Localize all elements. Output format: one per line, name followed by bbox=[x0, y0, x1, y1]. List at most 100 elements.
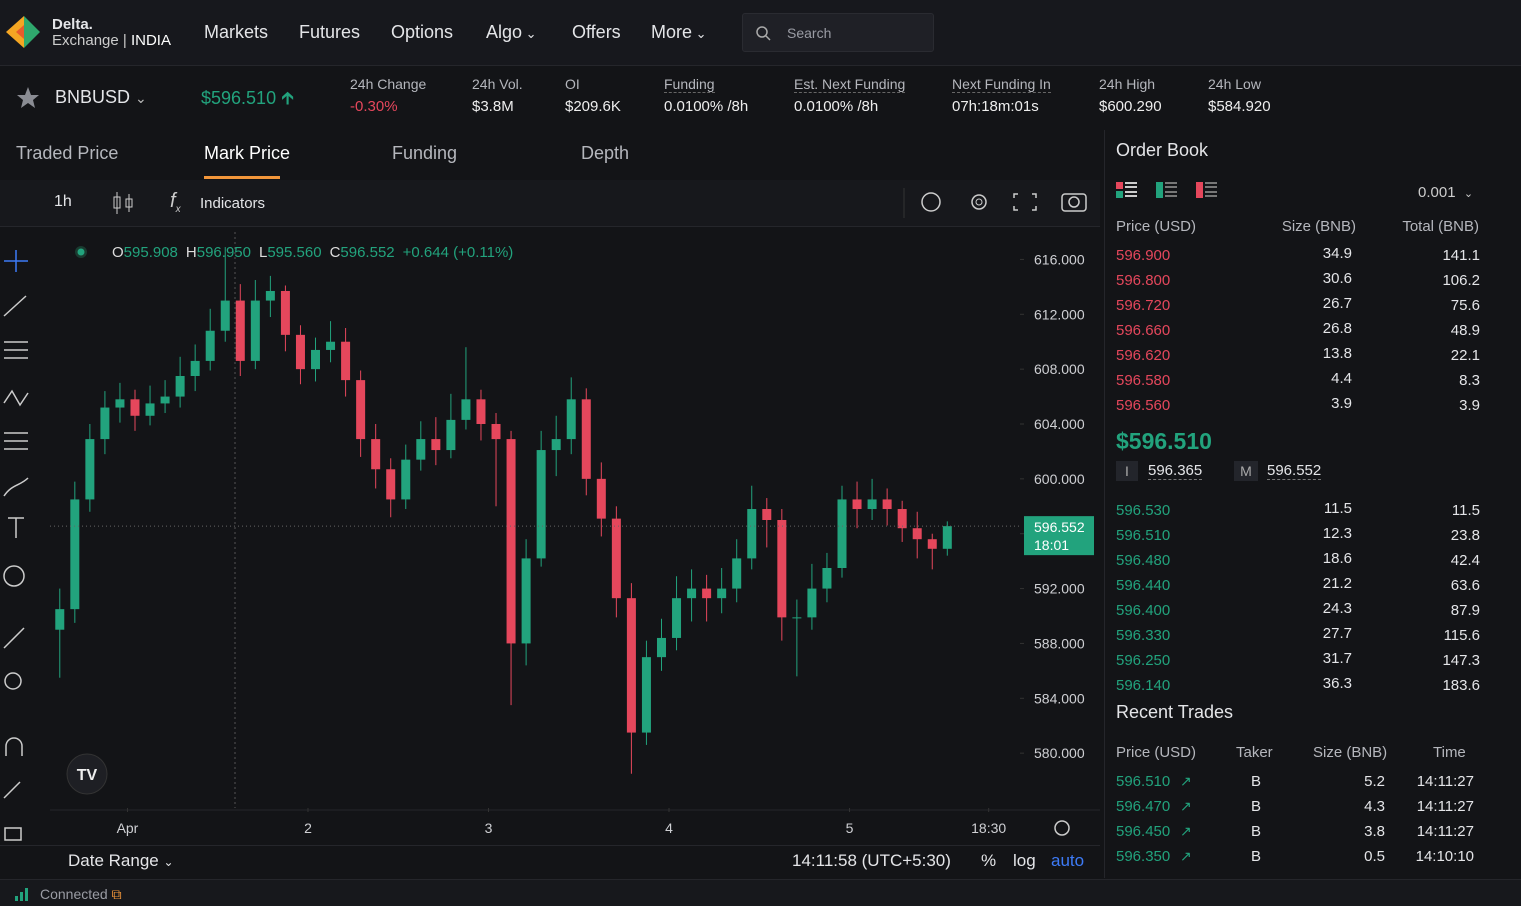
tab-underline bbox=[204, 176, 280, 179]
y-tick-label: 608.000 bbox=[1034, 361, 1085, 377]
book-total: 11.5 bbox=[1451, 502, 1480, 519]
stat-value: 07h:18m:01s bbox=[952, 98, 1039, 115]
clock: 14:11:58 (UTC+5:30) bbox=[792, 851, 951, 870]
precision-select[interactable]: 0.001 ⌄ bbox=[1418, 184, 1474, 201]
book-size: 26.7 bbox=[1322, 295, 1352, 312]
y-tick-label: 592.000 bbox=[1034, 581, 1085, 597]
book-size: 27.7 bbox=[1322, 625, 1352, 642]
book-size: 36.3 bbox=[1322, 675, 1352, 692]
candle-body bbox=[672, 598, 682, 638]
book-price[interactable]: 596.530 bbox=[1116, 502, 1171, 519]
book-price[interactable]: 596.330 bbox=[1116, 627, 1171, 644]
book-price[interactable]: 596.250 bbox=[1116, 652, 1171, 669]
book-price[interactable]: 596.510 bbox=[1116, 527, 1171, 544]
nav-item[interactable]: Futures bbox=[299, 22, 361, 42]
book-total: 48.9 bbox=[1450, 322, 1480, 339]
nav-item[interactable]: More ⌄ bbox=[651, 22, 707, 42]
search-box[interactable]: Search bbox=[742, 13, 934, 52]
book-size: 12.3 bbox=[1322, 525, 1352, 542]
signal-icon bbox=[15, 888, 28, 901]
candle-body bbox=[641, 657, 651, 733]
trade-size: 3.8 bbox=[1364, 823, 1385, 840]
legend-value: 595.560 bbox=[267, 244, 321, 261]
stat-label: 24h Low bbox=[1208, 76, 1261, 92]
ohlc-legend: O595.908 H596.950 L595.560 C596.552 +0.644 (… bbox=[112, 244, 513, 261]
date-range[interactable]: Date Range ⌄ bbox=[68, 851, 174, 870]
candle-body bbox=[205, 330, 215, 361]
book-price[interactable]: 596.440 bbox=[1116, 577, 1171, 594]
book-size: 13.8 bbox=[1322, 345, 1352, 362]
x-tick-label: 3 bbox=[485, 820, 493, 836]
trade-price: 596.510 bbox=[1116, 773, 1171, 790]
tab[interactable]: Depth bbox=[581, 143, 630, 163]
search-placeholder: Search bbox=[787, 25, 832, 41]
book-price[interactable]: 596.580 bbox=[1116, 372, 1171, 389]
book-view-icons bbox=[1116, 182, 1217, 198]
book-price[interactable]: 596.660 bbox=[1116, 322, 1171, 339]
candle-body bbox=[115, 399, 125, 408]
logo-title: Delta. bbox=[52, 16, 93, 33]
candle-body bbox=[702, 588, 712, 599]
book-price[interactable]: 596.720 bbox=[1116, 297, 1171, 314]
candle-body bbox=[822, 568, 832, 589]
last-price-tag bbox=[1024, 516, 1094, 556]
candle-body bbox=[867, 499, 877, 510]
trade-column: Time bbox=[1433, 744, 1466, 761]
book-size: 11.5 bbox=[1323, 500, 1352, 517]
symbol[interactable]: BNBUSD ⌄ bbox=[55, 87, 147, 107]
interval[interactable]: 1h bbox=[54, 193, 72, 210]
candle-body bbox=[265, 290, 275, 301]
log-toggle[interactable]: log bbox=[1013, 851, 1036, 870]
candle-body bbox=[70, 499, 80, 610]
candle-body bbox=[852, 499, 862, 510]
book-price[interactable]: 596.800 bbox=[1116, 272, 1171, 289]
recent-trades-title: Recent Trades bbox=[1116, 702, 1234, 722]
tv-logo-text: TV bbox=[77, 767, 98, 784]
book-total: 183.6 bbox=[1442, 677, 1480, 694]
bottom-bar bbox=[0, 845, 1100, 878]
candle-body bbox=[491, 424, 501, 440]
nav-item[interactable]: Algo ⌄ bbox=[486, 22, 537, 42]
book-size: 4.4 bbox=[1331, 370, 1352, 387]
y-tick-label: 612.000 bbox=[1034, 306, 1085, 322]
book-price[interactable]: 596.620 bbox=[1116, 347, 1171, 364]
trade-taker: B bbox=[1251, 798, 1262, 815]
chart-toolbar bbox=[0, 180, 1100, 227]
nav-item[interactable]: Offers bbox=[572, 22, 621, 42]
candle-type-icon[interactable] bbox=[110, 190, 138, 216]
trade-arrow: ↗ bbox=[1180, 848, 1192, 864]
nav-item[interactable]: Markets bbox=[204, 22, 269, 42]
trade-size: 0.5 bbox=[1364, 848, 1385, 865]
tab[interactable]: Traded Price bbox=[16, 143, 119, 163]
auto-toggle[interactable]: auto bbox=[1051, 851, 1085, 870]
book-price[interactable]: 596.400 bbox=[1116, 602, 1171, 619]
candle-body bbox=[611, 518, 621, 599]
toolbar-icons bbox=[903, 188, 1087, 218]
tab[interactable]: Mark Price bbox=[204, 143, 291, 163]
index-label: I bbox=[1116, 461, 1138, 481]
candle-body bbox=[882, 499, 892, 510]
indicators-button[interactable]: Indicators bbox=[200, 195, 266, 212]
favorite-star[interactable] bbox=[16, 86, 40, 110]
trade-arrow: ↗ bbox=[1180, 823, 1192, 839]
candle-body bbox=[897, 509, 907, 529]
candle-body bbox=[220, 300, 230, 331]
nav-item[interactable]: Options bbox=[391, 22, 454, 42]
tv-logo bbox=[66, 753, 108, 795]
candle-body bbox=[160, 396, 170, 404]
book-price[interactable]: 596.480 bbox=[1116, 552, 1171, 569]
y-tick-label: 616.000 bbox=[1034, 251, 1085, 267]
drawing-tools bbox=[3, 250, 29, 841]
tab[interactable]: Funding bbox=[392, 143, 458, 163]
candle-body bbox=[356, 380, 366, 440]
stat-value: $584.920 bbox=[1208, 98, 1271, 115]
book-size: 30.6 bbox=[1322, 270, 1352, 287]
book-total: 106.2 bbox=[1442, 272, 1480, 289]
percent-toggle[interactable]: % bbox=[981, 851, 997, 870]
stat-value: 0.0100% /8h bbox=[794, 98, 879, 115]
candle-body bbox=[687, 588, 697, 599]
book-price[interactable]: 596.140 bbox=[1116, 677, 1171, 694]
book-price[interactable]: 596.560 bbox=[1116, 397, 1171, 414]
axis-settings-icon[interactable] bbox=[1054, 820, 1070, 836]
book-price[interactable]: 596.900 bbox=[1116, 247, 1171, 264]
